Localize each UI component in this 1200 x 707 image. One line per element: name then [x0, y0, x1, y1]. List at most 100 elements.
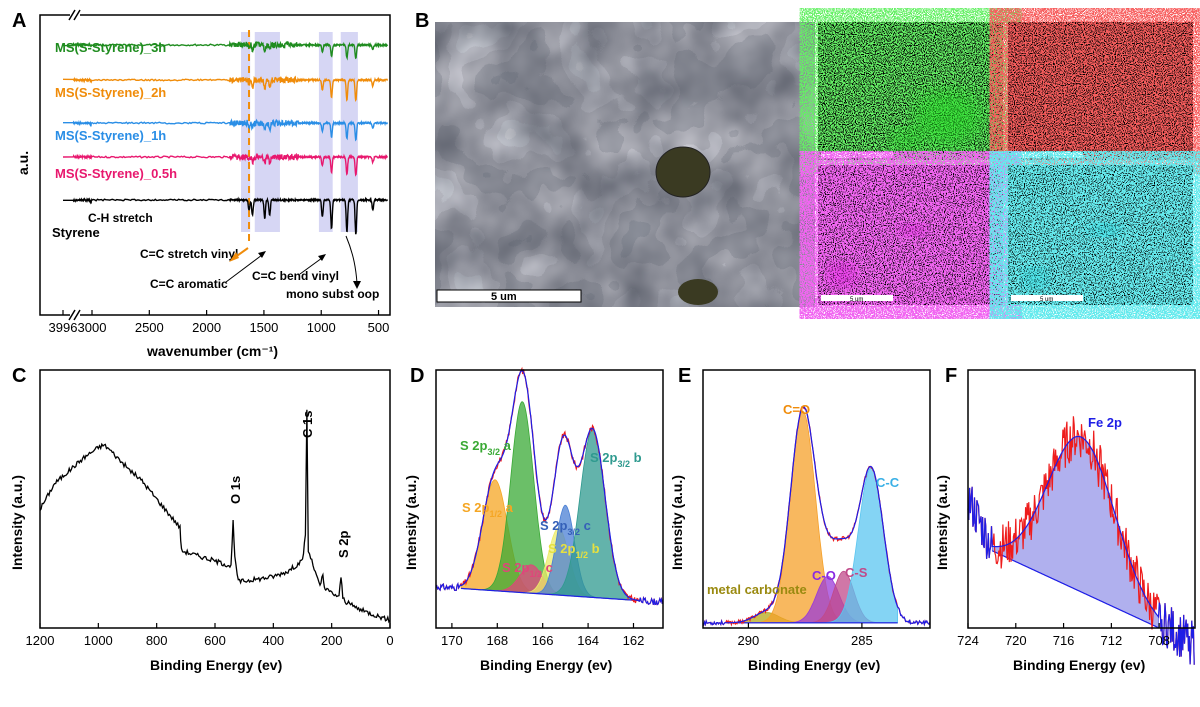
c-tick-label-0: 1200 [26, 633, 55, 648]
break-slash-2 [68, 309, 76, 321]
series-label-3: MS(S-Styrene)_0.5h [55, 166, 177, 181]
arrow-bend [299, 257, 323, 275]
break-slash-1 [73, 9, 81, 21]
f-tick-label-3: 712 [1101, 633, 1123, 648]
panel-c: C 1200 1000 800 600 400 200 0 Binding Energy (… [9, 365, 394, 673]
eds-map-red: 5 um [1008, 22, 1193, 160]
arrow-aromatic [225, 254, 263, 283]
scale-bar-sem [436, 289, 582, 303]
f-tick-label-4: 708 [1148, 633, 1170, 648]
d-background [461, 587, 638, 602]
panel-letter-c: C [12, 365, 26, 387]
panel-letter-d: D [410, 365, 424, 387]
f-tick-label-2: 716 [1053, 633, 1075, 648]
c-tick-label-3: 600 [204, 633, 226, 648]
panel-letter-f: F [945, 365, 957, 387]
arrow-bend-head [318, 254, 326, 261]
e-tick-label-0: 290 [738, 633, 760, 648]
c-tick-label-5: 200 [321, 633, 343, 648]
y-axis-label-c: Intensity (a.u.) [9, 475, 25, 570]
y-axis-label-a: a.u. [15, 151, 31, 175]
scale-bar-cyan-label: 5 um [1040, 297, 1053, 303]
a-tick-label-6: 500 [368, 320, 390, 335]
d-tick-label-2: 166 [532, 633, 554, 648]
annot-cc-bend-vinyl: C=C bend vinyl [252, 269, 339, 283]
fit-components-d [435, 366, 664, 606]
f-tick-label-0: 724 [957, 633, 979, 648]
survey-spectrum [39, 409, 391, 624]
d-tick-label-4: 162 [623, 633, 645, 648]
break-gap-top [70, 11, 80, 19]
a-tick-label-1: 3000 [78, 320, 107, 335]
annot-ch-stretch: C-H stretch [88, 211, 153, 225]
spectrum-line-0 [62, 40, 389, 61]
x-axis-label-d: Binding Energy (ev) [480, 657, 612, 673]
c-tick-label-1: 1000 [84, 633, 113, 648]
scale-bar-red-label: 5 um [1040, 154, 1053, 160]
arrow-oop [345, 235, 358, 284]
f-raw-data [967, 416, 1195, 665]
a-tick-label-4: 1500 [249, 320, 278, 335]
panel-a: A 3996 3000 2500 2000 1500 1000 500 wavenumber… [12, 9, 391, 359]
annotations-a: C-H stretch C=C stretch vinyl C=C aromat… [88, 211, 379, 301]
a-tick-label-2: 2500 [135, 320, 164, 335]
c-tick-label-4: 400 [262, 633, 284, 648]
label-c-o: C-O [812, 568, 836, 583]
d-tick-label-0: 170 [441, 633, 463, 648]
sem-image: 5 um [435, 22, 815, 307]
label-c-s: C-S [845, 565, 868, 580]
panel-d: D 170 168 166 164 162 Binding Energy (ev) In… [403, 365, 664, 673]
highlight-band-0 [241, 32, 251, 232]
scale-bar-green-label: 5 um [850, 154, 863, 160]
label-s2p32a: S 2p3/2 a [460, 438, 512, 457]
axis-break-marks [68, 9, 81, 321]
a-tick-label-5: 1000 [307, 320, 336, 335]
break-slash-0 [68, 9, 76, 21]
fit-components-f [967, 416, 1195, 665]
x-ticks-d: 170 168 166 164 162 [441, 623, 644, 648]
f-tick-label-1: 720 [1005, 633, 1027, 648]
x-ticks-a: 3996 3000 2500 2000 1500 1000 500 [49, 310, 390, 335]
scale-bar-magenta-label: 5 um [850, 297, 863, 303]
plot-frame-e [702, 369, 931, 629]
a-tick-label-3: 2000 [192, 320, 221, 335]
x-axis-label-a: wavenumber (cm⁻¹) [146, 343, 278, 359]
eds-map-cyan: 5 um [1008, 165, 1193, 305]
peak-label-s2p: S 2p [336, 530, 351, 558]
d-tick-label-1: 168 [486, 633, 508, 648]
scale-bar-magenta [821, 295, 893, 301]
band-group [241, 32, 358, 232]
plot-frame-a [39, 14, 391, 316]
break-slash-3 [73, 309, 81, 321]
arrow-oop-head [353, 281, 361, 289]
label-c-eq-o: C=O [783, 402, 810, 417]
plot-frame-c [39, 369, 391, 629]
scale-bar-green [821, 152, 893, 158]
y-axis-label-e: Intensity (a.u.) [669, 475, 685, 570]
series-label-0: MS(S-Styrene)_3h [55, 40, 166, 55]
f-fit-envelope [967, 435, 1195, 665]
scale-bar-red [1011, 152, 1083, 158]
f-background [992, 550, 1159, 629]
series-label-4: Styrene [52, 225, 100, 240]
arrow-vinyl-head [229, 252, 239, 262]
d-tick-label-3: 164 [577, 633, 599, 648]
spectrum-line-3 [62, 152, 388, 177]
annot-mono-subst: mono subst oop [286, 287, 379, 301]
c-tick-label-2: 800 [146, 633, 168, 648]
d-fit-envelope [435, 369, 664, 606]
panel-b: B 5 um 5 um 5 um [415, 10, 1193, 307]
highlight-band-2 [318, 32, 333, 232]
c-tick-label-6: 0 [386, 633, 393, 648]
arrow-aromatic-head [258, 251, 266, 258]
panel-letter-a: A [12, 10, 26, 32]
x-ticks-e: 290 285 [738, 623, 873, 648]
f-component-0 [991, 436, 1159, 629]
e-fit-envelope [702, 406, 931, 627]
peak-label-o1s: O 1s [228, 476, 243, 504]
spectrum-line-2 [62, 118, 388, 142]
annot-cc-stretch-vinyl: C=C stretch vinyl [140, 247, 238, 261]
series-labels: MS(S-Styrene)_3h MS(S-Styrene)_2h MS(S-Sty… [52, 40, 177, 240]
eds-map-green: 5 um [818, 22, 1003, 160]
